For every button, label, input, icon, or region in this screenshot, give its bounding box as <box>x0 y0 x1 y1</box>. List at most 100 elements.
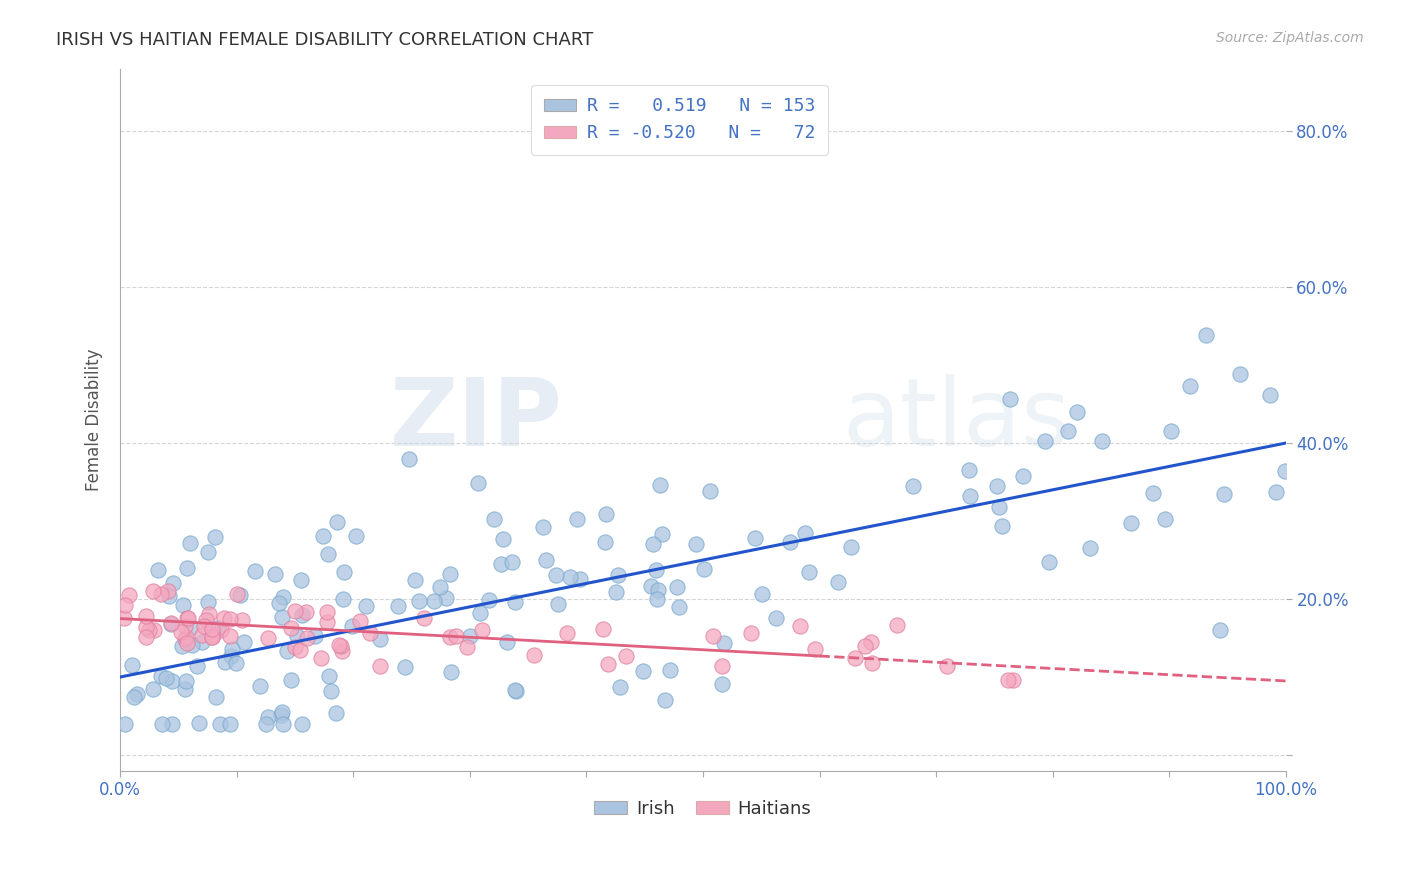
Point <box>214 611 236 625</box>
Point <box>197 545 219 559</box>
Point <box>340 619 363 633</box>
Point <box>596 657 619 671</box>
Point <box>170 624 193 639</box>
Point <box>135 609 157 624</box>
Point <box>160 616 183 631</box>
Point <box>180 620 202 634</box>
Point <box>201 628 224 642</box>
Point <box>174 632 197 646</box>
Point <box>284 604 307 618</box>
Point <box>839 540 862 554</box>
Point <box>503 682 526 697</box>
Point <box>326 515 349 529</box>
Point <box>122 690 145 705</box>
Point <box>803 642 825 657</box>
Point <box>1209 624 1232 638</box>
Point <box>470 624 492 638</box>
Point <box>225 656 247 670</box>
Point <box>797 565 820 579</box>
Point <box>125 687 148 701</box>
Point <box>412 610 434 624</box>
Point <box>1258 388 1281 402</box>
Point <box>201 623 224 637</box>
Point <box>214 655 236 669</box>
Point <box>440 665 463 680</box>
Point <box>304 629 326 643</box>
Point <box>318 669 340 683</box>
Point <box>325 706 347 720</box>
Point <box>291 607 314 622</box>
Point <box>986 478 1008 492</box>
Point <box>658 663 681 677</box>
Point <box>173 619 195 633</box>
Point <box>593 535 616 549</box>
Point <box>243 564 266 578</box>
Point <box>204 530 226 544</box>
Point <box>614 648 637 663</box>
Point <box>118 588 141 602</box>
Point <box>264 566 287 581</box>
Point <box>1091 434 1114 448</box>
Point <box>886 618 908 632</box>
Point <box>711 677 734 691</box>
Point <box>114 717 136 731</box>
Point <box>193 619 215 633</box>
Point <box>271 717 294 731</box>
Point <box>648 478 671 492</box>
Point <box>633 664 655 678</box>
Point <box>146 563 169 577</box>
Point <box>233 634 256 648</box>
Point <box>1056 425 1078 439</box>
Legend: Irish, Haitians: Irish, Haitians <box>588 792 818 825</box>
Point <box>1121 516 1143 531</box>
Point <box>645 591 668 606</box>
Point <box>315 615 337 630</box>
Point <box>998 392 1021 407</box>
Point <box>195 613 218 627</box>
Point <box>387 599 409 613</box>
Point <box>1153 512 1175 526</box>
Point <box>297 631 319 645</box>
Point <box>844 651 866 665</box>
Point <box>209 624 232 638</box>
Point <box>157 589 180 603</box>
Point <box>470 606 492 620</box>
Point <box>439 567 461 582</box>
Point <box>404 574 426 588</box>
Point <box>149 587 172 601</box>
Point <box>458 629 481 643</box>
Point <box>1038 555 1060 569</box>
Point <box>176 636 198 650</box>
Point <box>179 535 201 549</box>
Point <box>740 625 762 640</box>
Point <box>152 717 174 731</box>
Point <box>285 630 308 644</box>
Point <box>1178 379 1201 393</box>
Point <box>408 593 430 607</box>
Point <box>315 605 337 619</box>
Point <box>225 587 247 601</box>
Point <box>280 621 302 635</box>
Point <box>204 690 226 705</box>
Point <box>188 715 211 730</box>
Point <box>267 596 290 610</box>
Point <box>651 527 673 541</box>
Point <box>177 611 200 625</box>
Point <box>1160 424 1182 438</box>
Point <box>290 643 312 657</box>
Point <box>271 610 294 624</box>
Point <box>1033 434 1056 449</box>
Point <box>170 639 193 653</box>
Point <box>439 630 461 644</box>
Point <box>478 593 501 607</box>
Point <box>270 705 292 719</box>
Point <box>332 565 354 579</box>
Point <box>1012 469 1035 483</box>
Point <box>1195 328 1218 343</box>
Point <box>160 674 183 689</box>
Point <box>643 537 665 551</box>
Point <box>751 586 773 600</box>
Point <box>492 533 515 547</box>
Point <box>270 708 292 723</box>
Point <box>174 673 197 688</box>
